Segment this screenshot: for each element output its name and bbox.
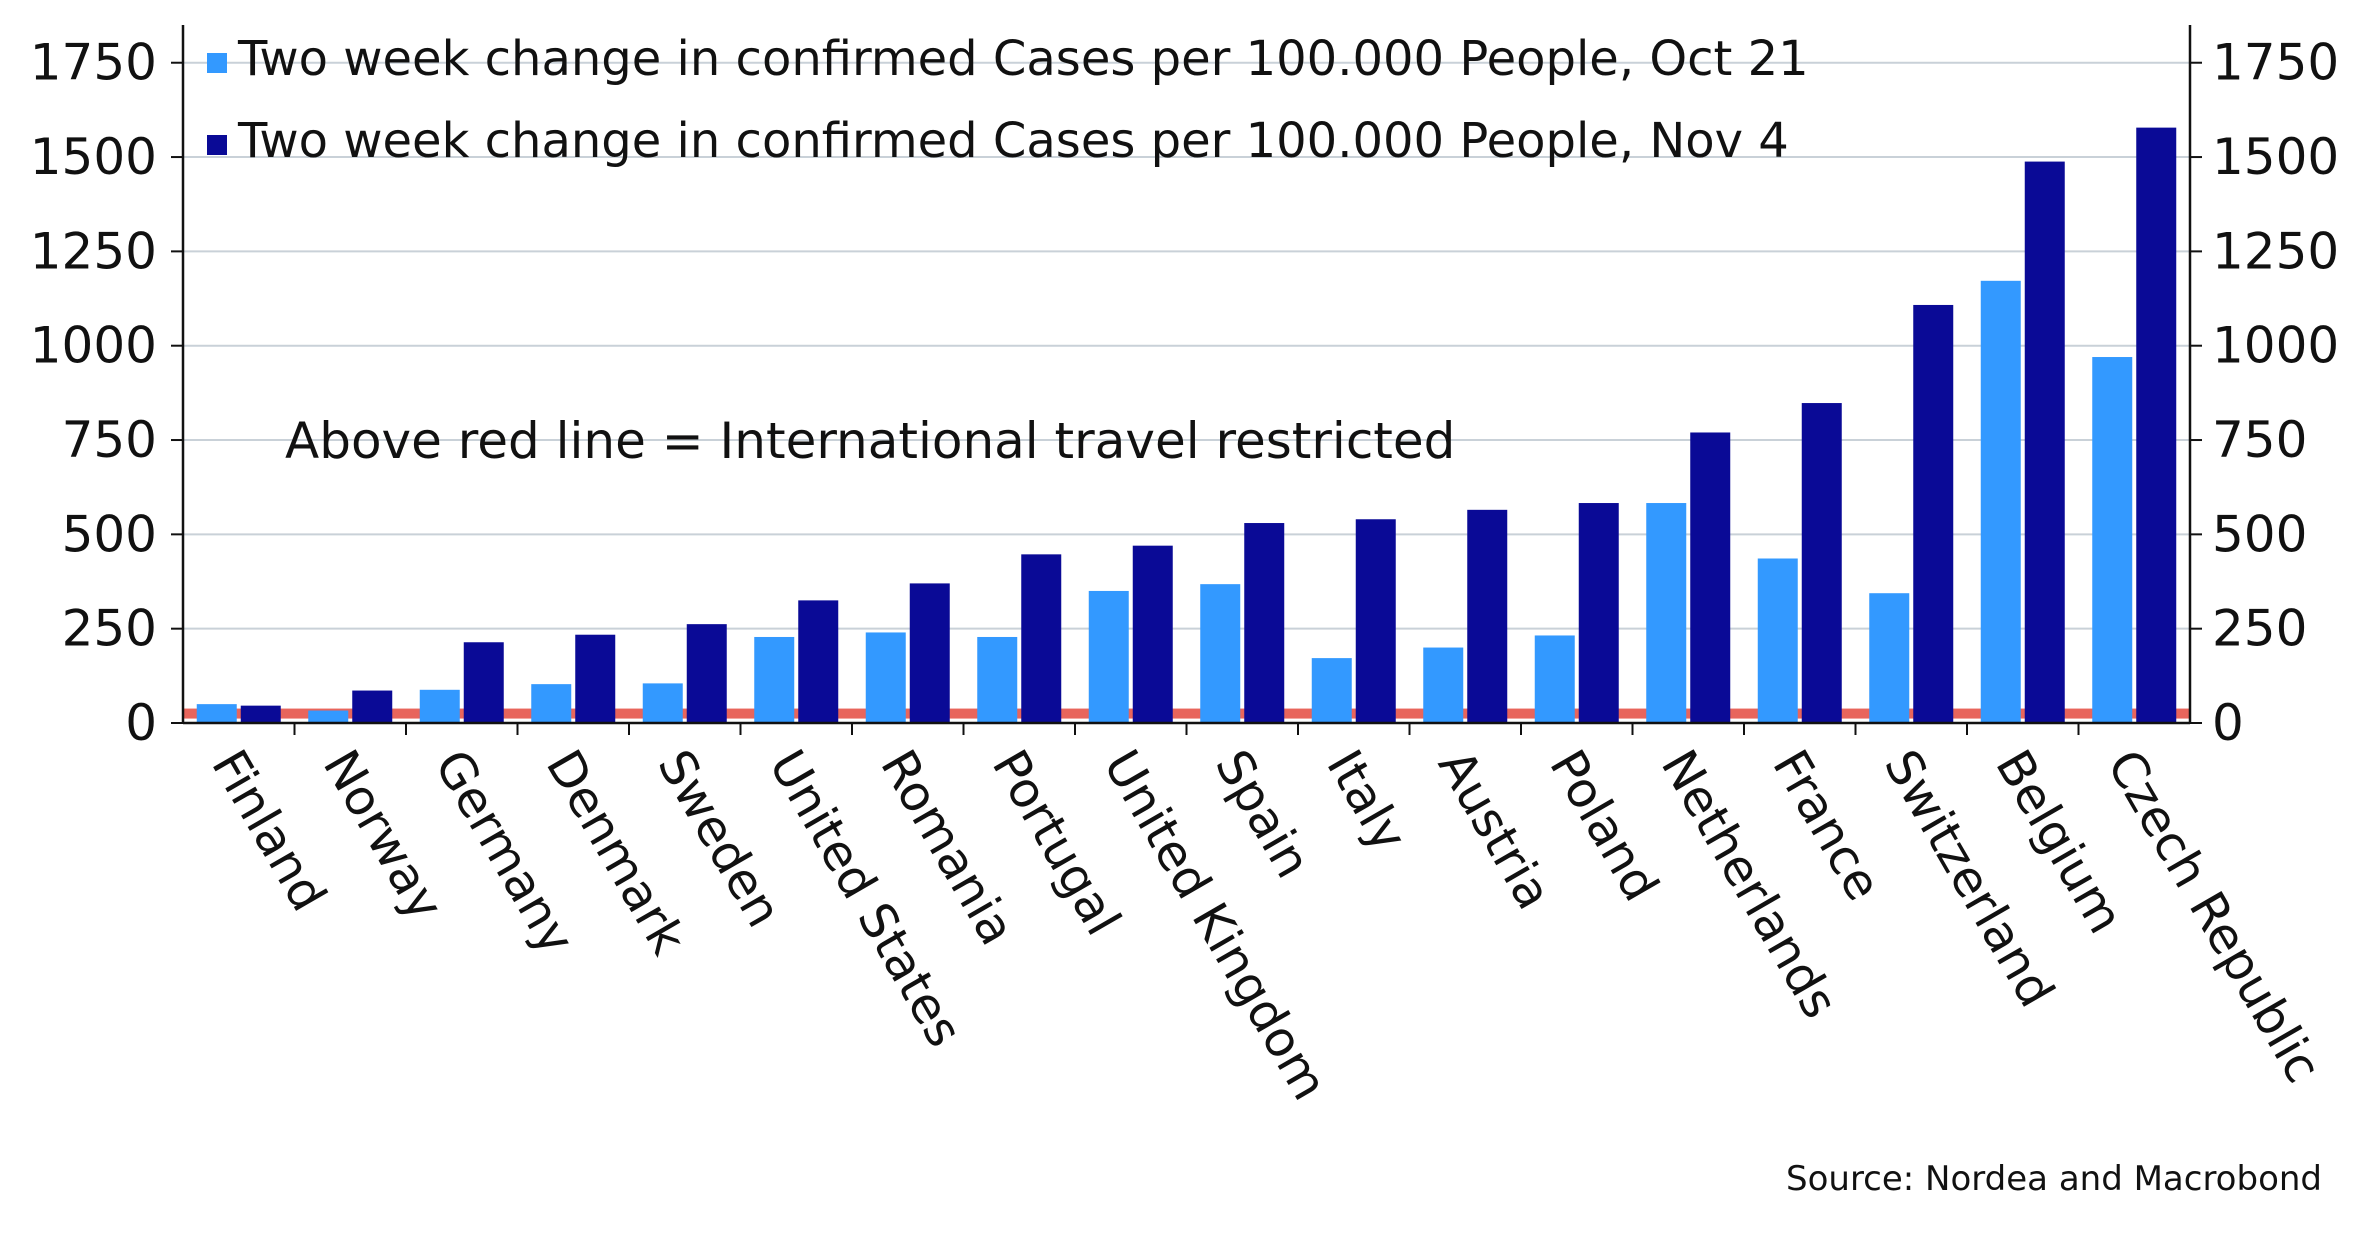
bar-nov4 bbox=[798, 600, 839, 723]
y-tick-label-left: 1750 bbox=[30, 34, 157, 92]
bars bbox=[196, 127, 2177, 724]
x-tick-label: Italy bbox=[1315, 741, 1418, 862]
gridlines bbox=[183, 61, 2190, 630]
x-tick-label: Spain bbox=[1204, 741, 1322, 888]
y-tick-label-right: 1500 bbox=[2212, 128, 2339, 186]
legend: Two week change in confirmed Cases per 1… bbox=[207, 31, 1809, 169]
source-note: Source: Nordea and Macrobond bbox=[1786, 1159, 2322, 1199]
bar-oct21 bbox=[1088, 590, 1129, 723]
bar-nov4 bbox=[1801, 403, 1842, 723]
threshold-layer bbox=[183, 708, 2190, 719]
bar-oct21 bbox=[1757, 558, 1798, 723]
threshold-line bbox=[183, 708, 2190, 719]
bar-nov4 bbox=[352, 690, 393, 723]
bar-oct21 bbox=[642, 683, 683, 723]
y-tick-label-right: 500 bbox=[2212, 505, 2307, 563]
x-tick-label: United Kingdom bbox=[1092, 741, 1338, 1110]
y-axis-left-ticks: 0 250 500 750 1000 1250 1500 1750 bbox=[30, 34, 157, 752]
bar-nov4 bbox=[686, 624, 727, 723]
bar-oct21 bbox=[865, 632, 906, 723]
y-tick-label-right: 0 bbox=[2212, 694, 2244, 752]
legend-swatch bbox=[207, 135, 227, 155]
y-tick-label-left: 750 bbox=[62, 411, 157, 469]
bar-nov4 bbox=[1021, 554, 1062, 723]
bar-oct21 bbox=[1200, 584, 1241, 723]
y-tick-label-right: 750 bbox=[2212, 411, 2307, 469]
bar-nov4 bbox=[1355, 519, 1396, 723]
y-tick-label-left: 250 bbox=[62, 600, 157, 658]
legend-label: Two week change in confirmed Cases per 1… bbox=[237, 113, 1789, 169]
bar-nov4 bbox=[2136, 127, 2177, 723]
bar-nov4 bbox=[1578, 503, 1619, 723]
legend-label: Two week change in confirmed Cases per 1… bbox=[237, 31, 1809, 87]
bar-oct21 bbox=[419, 689, 460, 723]
axes bbox=[171, 25, 2202, 735]
bar-oct21 bbox=[1980, 280, 2021, 723]
x-axis-labels: FinlandNorwayGermanyDenmarkSwedenUnited … bbox=[200, 741, 2331, 1110]
bar-nov4 bbox=[1244, 523, 1285, 723]
y-tick-label-right: 250 bbox=[2212, 600, 2307, 658]
bar-oct21 bbox=[308, 710, 349, 723]
y-tick-label-left: 500 bbox=[62, 505, 157, 563]
bar-oct21 bbox=[1869, 593, 1910, 723]
y-tick-label-left: 1000 bbox=[30, 317, 157, 375]
y-axis-right-ticks: 0 250 500 750 1000 1250 1500 1750 bbox=[2212, 34, 2339, 752]
bar-oct21 bbox=[977, 636, 1018, 723]
bar-nov4 bbox=[1690, 432, 1731, 723]
bar-oct21 bbox=[1311, 658, 1352, 723]
threshold-annotation: Above red line = International travel re… bbox=[285, 412, 1455, 470]
bar-oct21 bbox=[754, 636, 795, 723]
legend-swatch bbox=[207, 53, 227, 73]
x-tick-label: Czech Republic bbox=[2096, 741, 2332, 1093]
bar-nov4 bbox=[1467, 509, 1508, 723]
bar-nov4 bbox=[575, 634, 616, 723]
bar-oct21 bbox=[2092, 357, 2133, 723]
bar-nov4 bbox=[2024, 161, 2065, 724]
bar-nov4 bbox=[1913, 304, 1954, 723]
y-tick-label-left: 0 bbox=[125, 694, 157, 752]
bar-nov4 bbox=[463, 642, 504, 723]
y-tick-label-right: 1000 bbox=[2212, 317, 2339, 375]
y-tick-label-left: 1250 bbox=[30, 222, 157, 280]
y-tick-label-left: 1500 bbox=[30, 128, 157, 186]
bar-oct21 bbox=[1534, 635, 1575, 723]
y-tick-label-right: 1750 bbox=[2212, 34, 2339, 92]
bar-oct21 bbox=[196, 704, 237, 723]
bar-oct21 bbox=[1646, 503, 1687, 723]
bar-oct21 bbox=[531, 684, 572, 723]
bar-oct21 bbox=[1423, 647, 1464, 723]
y-tick-label-right: 1250 bbox=[2212, 222, 2339, 280]
bar-nov4 bbox=[1132, 545, 1173, 723]
bar-nov4 bbox=[240, 705, 281, 723]
bar-nov4 bbox=[909, 583, 950, 723]
